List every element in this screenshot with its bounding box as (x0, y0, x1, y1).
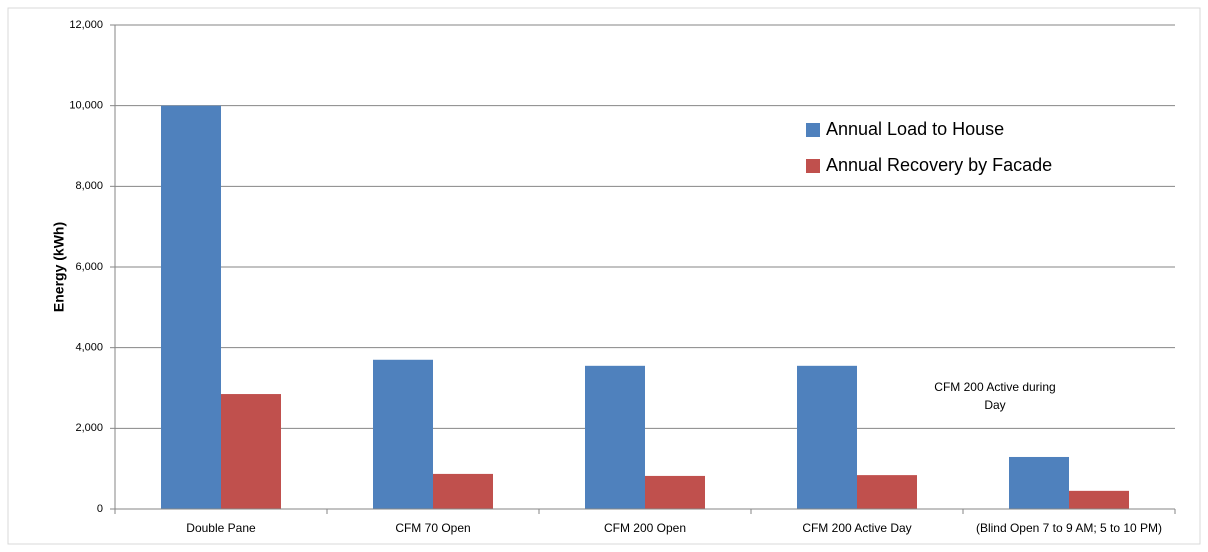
annotation-box: CFM 200 Active during Day (934, 380, 1056, 412)
y-tick-label: 2,000 (75, 422, 103, 434)
bar (1009, 456, 1069, 509)
bar (373, 359, 433, 509)
bar (433, 473, 493, 509)
bar (161, 105, 221, 510)
x-tick-label: (Blind Open 7 to 9 AM; 5 to 10 PM) (976, 521, 1162, 535)
legend-swatch (806, 159, 820, 173)
x-tick-label: CFM 200 Open (604, 521, 686, 535)
legend-label: Annual Load to House (826, 119, 1004, 139)
y-tick-label: 12,000 (69, 19, 103, 31)
y-tick-label: 8,000 (75, 180, 103, 192)
annotation: CFM 200 Active during Day (934, 380, 1056, 412)
y-tick-label: 0 (97, 503, 103, 515)
bar (221, 394, 281, 509)
x-tick-label: CFM 70 Open (395, 521, 470, 535)
legend-label: Annual Recovery by Facade (826, 155, 1052, 175)
x-tick-label: Double Pane (186, 521, 256, 535)
y-tick-label: 6,000 (75, 261, 103, 273)
bar (585, 365, 645, 509)
y-tick-label: 4,000 (75, 342, 103, 354)
bar (797, 365, 857, 509)
bar (645, 475, 705, 509)
y-tick-label: 10,000 (69, 100, 103, 112)
legend-swatch (806, 123, 820, 137)
x-tick-label: CFM 200 Active Day (802, 521, 911, 535)
y-axis-label: Energy (kWh) (51, 222, 67, 312)
bar (1069, 490, 1129, 509)
bar (857, 475, 917, 509)
